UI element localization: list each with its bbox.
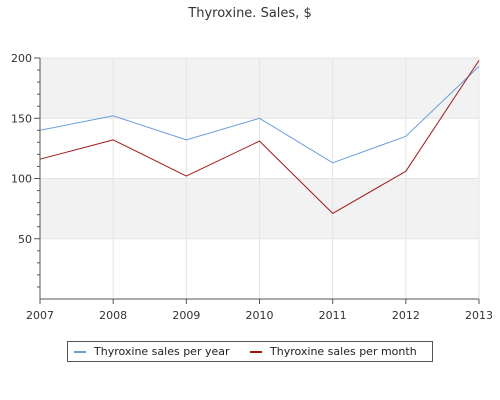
legend-item-year: Thyroxine sales per year — [74, 345, 230, 358]
series-line-1 — [39, 60, 480, 214]
legend-label-month: Thyroxine sales per month — [270, 345, 417, 358]
legend-swatch-month — [250, 351, 262, 353]
tick-labels: 50 100 150 200 2007 2008 2009 2010 2011 2012 2013 — [11, 52, 493, 322]
x-tick-label: 2013 — [465, 309, 493, 322]
x-tick-label: 2012 — [392, 309, 420, 322]
legend-item-month: Thyroxine sales per month — [250, 345, 417, 358]
x-tick-label: 2011 — [319, 309, 347, 322]
series-lines — [39, 60, 480, 214]
y-tick-label: 200 — [11, 52, 32, 65]
chart-title: Thyroxine. Sales, $ — [187, 6, 311, 21]
grid-lines — [39, 57, 480, 299]
x-tick-label: 2009 — [172, 309, 200, 322]
legend-label-year: Thyroxine sales per year — [94, 345, 230, 358]
legend: Thyroxine sales per year Thyroxine sales… — [67, 341, 433, 362]
axes — [34, 57, 480, 304]
y-tick-label: 50 — [18, 233, 32, 246]
x-tick-label: 2008 — [99, 309, 127, 322]
x-tick-label: 2010 — [246, 309, 274, 322]
legend-swatch-year — [74, 351, 86, 353]
x-tick-label: 2007 — [26, 309, 54, 322]
y-tick-label: 100 — [11, 173, 32, 186]
series-line-0 — [39, 66, 480, 164]
y-tick-label: 150 — [11, 112, 32, 125]
